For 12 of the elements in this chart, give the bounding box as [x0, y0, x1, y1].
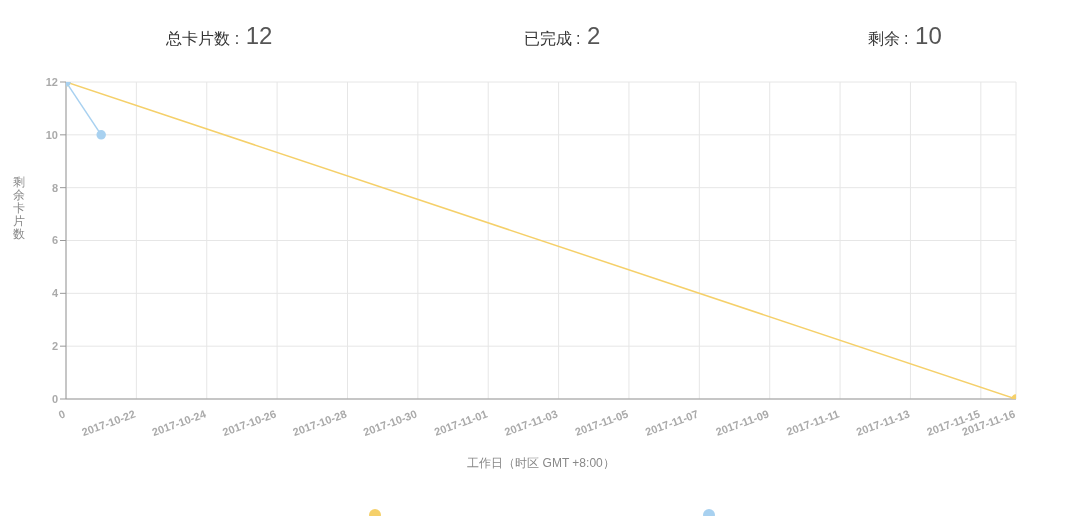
- y-tick-label: 10: [45, 128, 58, 141]
- y-tick-label: 2: [51, 340, 58, 353]
- text: 总卡片数 : 12: [166, 22, 273, 49]
- y-axis-title: 剩余卡片数: [12, 175, 26, 241]
- y-tick-label: 0: [51, 392, 58, 405]
- x-axis-title: 工作日（时区 GMT +8:00）: [467, 456, 615, 470]
- y-tick-label: 6: [51, 234, 58, 247]
- text: 剩余 : 10: [867, 22, 942, 49]
- y-tick-label: 12: [45, 75, 58, 88]
- text: 已完成 : 2: [523, 22, 601, 49]
- y-tick-label: 8: [51, 181, 58, 194]
- y-tick-label: 4: [51, 287, 59, 300]
